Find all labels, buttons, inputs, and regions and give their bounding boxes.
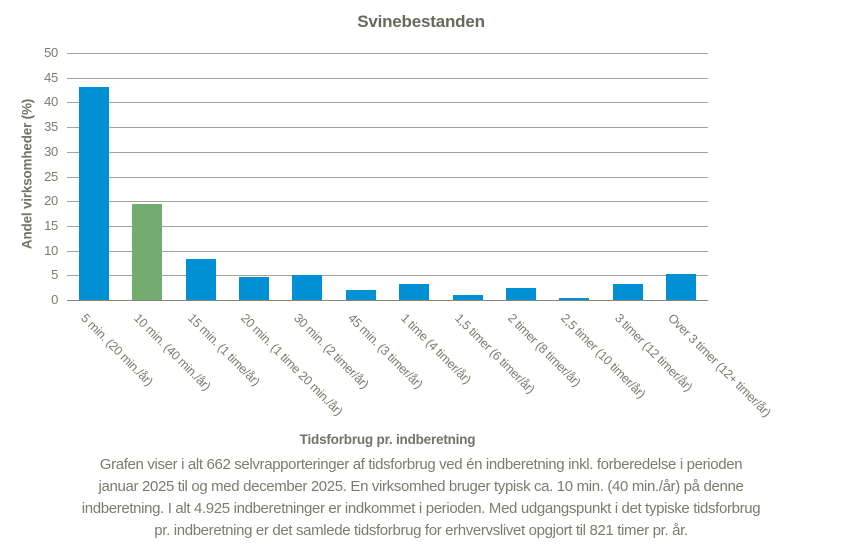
x-tick-label: 20 min. (1 time 20 min./år) [238,311,346,419]
y-tick-label: 0 [51,292,58,307]
bar-segment [666,273,697,300]
y-tick-label: 40 [44,94,58,110]
y-tick-label: 5 [51,267,58,283]
plot-area [67,53,708,301]
caption-line: Grafen viser i alt 662 selvrapporteringe… [99,456,743,473]
gridline [67,53,708,54]
gridline [67,127,708,129]
gridline [67,102,708,104]
bar-segment [185,259,216,300]
gridline [67,275,708,277]
y-tick-label: 25 [44,168,58,184]
caption-line: januar 2025 til og med december 2025. En… [98,478,744,495]
bar-segment [452,294,483,300]
gridline [67,225,708,227]
bar-segment [399,284,430,300]
y-tick-label: 15 [44,217,58,233]
bar-segment [78,86,109,300]
y-tick-label: 30 [44,143,58,159]
y-tick-label: 45 [44,69,58,85]
gridline [67,250,708,252]
x-tick-label: Over 3 timer (12+ timer/år) [665,311,774,420]
bar-segment [612,283,643,300]
gridline [67,176,708,178]
x-axis-line [67,299,708,301]
bar-segment [292,275,323,300]
gridline [67,201,708,203]
caption-line: indberetning. I alt 4.925 indberetninger… [81,500,761,517]
gridline [67,77,708,79]
y-tick-label: 50 [44,45,58,60]
x-axis-title: Tidsforbrug pr. indberetning [299,432,476,447]
y-tick-label: 10 [44,242,58,258]
caption: Grafen viser i alt 662 selvrapporteringe… [21,454,821,542]
y-tick-label: 20 [44,193,58,209]
chart-title: Svinebestanden [357,12,485,31]
bar-segment [238,276,269,300]
bar-segment [506,287,537,300]
bar-segment [345,290,376,300]
bar-segment [559,297,590,300]
bar-highlight [132,204,163,300]
caption-line: pr. indberetning er det samlede tidsforb… [154,522,688,539]
y-tick-label: 35 [44,119,58,135]
gridline [67,151,708,153]
